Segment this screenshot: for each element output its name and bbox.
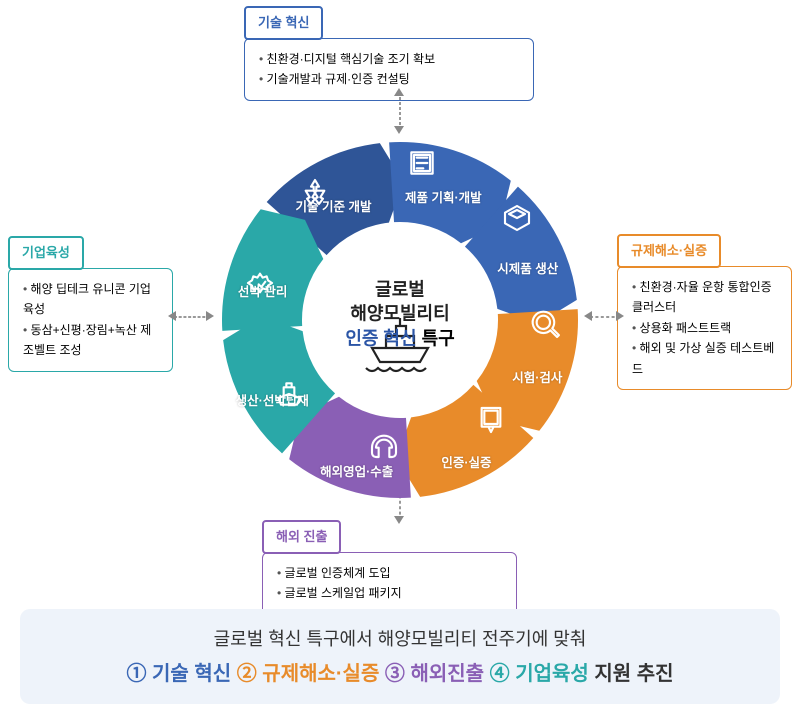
list-item: 동삼+신평·장림+녹산 제조벨트 조성 (23, 320, 158, 361)
center-line: 해양모빌리티 (345, 302, 454, 326)
arrow-icon (616, 311, 624, 321)
box-content: 친환경·자율 운항 통합인증 클러스터 상용화 패스트트랙 해외 및 가상 실증… (617, 266, 792, 390)
box-overseas: 해외 진출 글로벌 인증체계 도입 글로벌 스케일업 패키지 (262, 520, 517, 615)
center-line: 글로벌 (345, 278, 454, 302)
list-item: 친환경·디지털 핵심기술 조기 확보 (259, 49, 519, 69)
box-tag: 기업육성 (8, 236, 84, 270)
connector (174, 316, 210, 318)
center-title: 글로벌 해양모빌리티 인증 혁신 특구 (345, 278, 454, 351)
box-content: 해양 딥테크 유니콘 기업육성 동삼+신평·장림+녹산 제조벨트 조성 (8, 268, 173, 372)
box-tag: 기술 혁신 (244, 6, 323, 40)
banner-keyword: 해외진출 (410, 663, 484, 685)
banner-line2: ① 기술 혁신 ② 규제해소·실증 ③ 해외진출 ④ 기업육성 지원 추진 (30, 657, 770, 686)
list-item: 해외 및 가상 실증 테스트베드 (632, 338, 777, 379)
box-content: 글로벌 인증체계 도입 글로벌 스케일업 패키지 (262, 552, 517, 615)
banner-keyword: 기업육성 (515, 663, 589, 685)
list-item: 친환경·자율 운항 통합인증 클러스터 (632, 277, 777, 318)
connector (399, 92, 401, 130)
summary-banner: 글로벌 혁신 특구에서 해양모빌리티 전주기에 맞춰 ① 기술 혁신 ② 규제해… (20, 609, 780, 704)
list-item: 해양 딥테크 유니콘 기업육성 (23, 279, 158, 320)
box-tag: 해외 진출 (262, 520, 341, 554)
arrow-icon (394, 516, 404, 524)
lifecycle-wheel: 글로벌 해양모빌리티 인증 혁신 특구 기술 기준 개발제품 기획·개발시제품 … (210, 130, 590, 510)
banner-num: ④ (490, 663, 510, 685)
center-line: 인증 혁신 특구 (345, 326, 454, 350)
list-item: 글로벌 스케일업 패키지 (277, 583, 502, 603)
banner-num: ① (126, 663, 146, 685)
banner-tail: 지원 추진 (594, 663, 673, 685)
box-enterprise: 기업육성 해양 딥테크 유니콘 기업육성 동삼+신평·장림+녹산 제조벨트 조성 (8, 236, 173, 372)
list-item: 상용화 패스트트랙 (632, 318, 777, 338)
wheel-segment (222, 209, 323, 331)
arrow-icon (168, 311, 176, 321)
banner-keyword: 규제해소·실증 (262, 663, 379, 685)
arrow-icon (394, 88, 404, 96)
box-regulation: 규제해소·실증 친환경·자율 운항 통합인증 클러스터 상용화 패스트트랙 해외… (617, 234, 792, 390)
banner-keyword: 기술 혁신 (152, 663, 231, 685)
box-content: 친환경·디지털 핵심기술 조기 확보 기술개발과 규제·인증 컨설팅 (244, 38, 534, 101)
box-tag: 규제해소·실증 (617, 234, 721, 268)
box-tech-innovation: 기술 혁신 친환경·디지털 핵심기술 조기 확보 기술개발과 규제·인증 컨설팅 (244, 6, 534, 101)
banner-line1: 글로벌 혁신 특구에서 해양모빌리티 전주기에 맞춰 (30, 625, 770, 651)
list-item: 글로벌 인증체계 도입 (277, 563, 502, 583)
banner-num: ③ (385, 663, 405, 685)
list-item: 기술개발과 규제·인증 컨설팅 (259, 69, 519, 89)
banner-num: ② (237, 663, 257, 685)
